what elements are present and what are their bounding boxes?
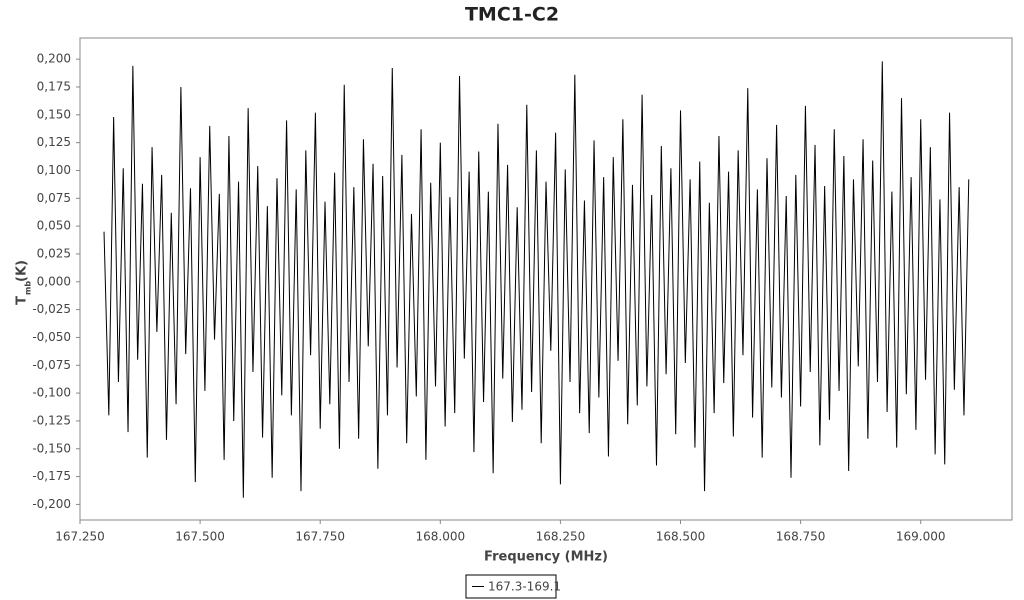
- y-tick-label: -0,150: [32, 441, 71, 455]
- x-tick-label: 168.500: [656, 530, 706, 544]
- y-tick-label: 0,050: [37, 219, 71, 233]
- x-tick-label: 167.500: [175, 530, 225, 544]
- x-tick-label: 168.750: [776, 530, 826, 544]
- y-tick-label: -0,125: [32, 413, 71, 427]
- x-tick-label: 169.000: [896, 530, 946, 544]
- y-tick-label: 0,100: [37, 163, 71, 177]
- y-tick-label: 0,000: [37, 274, 71, 288]
- x-tick-label: 168.000: [415, 530, 465, 544]
- legend-label: 167.3-169.1: [488, 580, 561, 594]
- x-tick-label: 167.750: [295, 530, 345, 544]
- x-tick-label: 168.250: [536, 530, 586, 544]
- y-axis-title: T mb (K): [15, 260, 33, 305]
- y-tick-label: 0,075: [37, 191, 71, 205]
- y-tick-label: 0,200: [37, 52, 71, 66]
- y-tick-label: -0,025: [32, 302, 71, 316]
- spectrum-line: [103, 61, 970, 498]
- y-tick-label: 0,150: [37, 107, 71, 121]
- y-tick-label: -0,200: [32, 497, 71, 511]
- y-tick-label: -0,050: [32, 330, 71, 344]
- y-axis-title-main: T: [15, 296, 30, 305]
- y-axis-title-unit: (K): [15, 260, 30, 282]
- y-tick-label: -0,075: [32, 358, 71, 372]
- y-tick-label: 0,025: [37, 246, 71, 260]
- y-tick-label: -0,175: [32, 469, 71, 483]
- chart-title: TMC1-C2: [465, 4, 559, 26]
- x-axis-title: Frequency (MHz): [484, 550, 608, 565]
- y-tick-label: 0,175: [37, 79, 71, 93]
- y-tick-label: -0,100: [32, 386, 71, 400]
- plot-frame: [79, 37, 1013, 521]
- legend-box: [465, 574, 557, 599]
- x-tick-label: 167.250: [55, 530, 105, 544]
- y-axis-title-sub: mb: [24, 281, 33, 295]
- legend: 167.3-169.1: [465, 574, 561, 599]
- y-tick-label: 0,125: [37, 135, 71, 149]
